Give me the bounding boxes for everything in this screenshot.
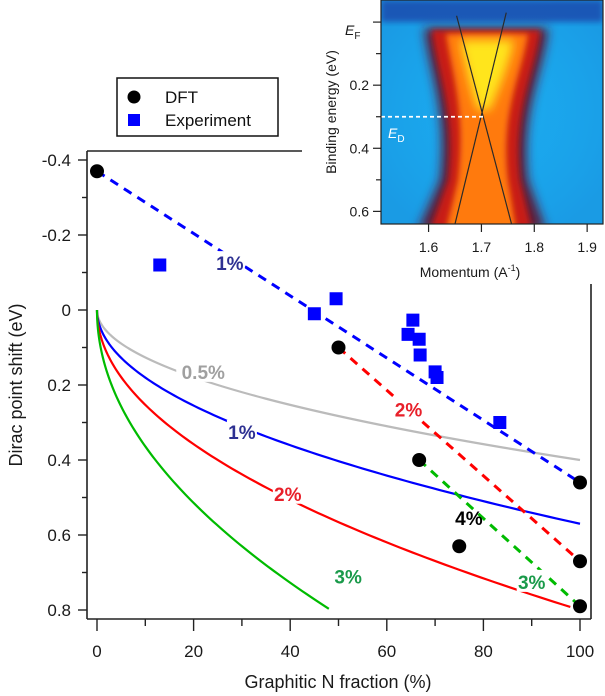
experiment-point <box>493 416 507 429</box>
y-tick-label: -0.2 <box>42 226 71 245</box>
dft-point <box>573 475 587 490</box>
inset-y-tick-label: 0.6 <box>350 203 370 219</box>
dft-point <box>573 554 587 569</box>
curve-2-model <box>95 309 571 609</box>
inset-x-tick-label: 1.8 <box>525 239 545 255</box>
x-tick-label: 80 <box>474 642 493 661</box>
legend-box <box>116 77 279 137</box>
y-tick-label: -0.4 <box>42 151 71 170</box>
inset-heatmap <box>381 0 603 224</box>
x-tick-label: 20 <box>184 642 203 661</box>
x-tick-label: 60 <box>377 642 396 661</box>
legend-dft-label: DFT <box>165 88 198 107</box>
experiment-point <box>329 292 343 306</box>
experiment-point <box>430 371 444 384</box>
inset-x-tick-label: 1.6 <box>419 239 439 255</box>
dft-point <box>573 599 587 614</box>
dashed-3-dft-trend <box>418 458 582 608</box>
y-tick-label: 0.4 <box>47 451 71 470</box>
experiment-point <box>413 348 427 362</box>
y-tick-label: 0.8 <box>47 601 71 620</box>
annotation-knockout <box>393 397 424 420</box>
x-tick-label: 100 <box>566 642 594 661</box>
annotation-knockout <box>272 481 303 504</box>
inset-x-axis-title: Momentum (A-1) <box>420 263 521 280</box>
experiment-point <box>401 327 415 341</box>
annotation-label: 3% <box>334 567 362 588</box>
legend: DFT Experiment <box>116 77 279 137</box>
x-tick-label: 0 <box>92 642 101 661</box>
inset-x-tick-label: 1.9 <box>577 239 597 255</box>
x-tick-label: 40 <box>281 642 300 661</box>
annotation-label: 3% <box>518 573 546 594</box>
model-curves <box>95 309 581 610</box>
y-axis-title: Dirac point shift (eV) <box>6 303 26 466</box>
main-axes: -0.4 -0.2 0 0.2 0.4 0.6 0.8 0 20 40 60 80 100 <box>42 150 594 661</box>
experiment-point <box>406 313 420 327</box>
legend-experiment-label: Experiment <box>165 111 251 130</box>
inset-ef-label: EF <box>345 22 360 42</box>
annotation-label: 0.5% <box>182 363 225 384</box>
annotation-knockout <box>333 564 364 587</box>
curve-0-5-model <box>95 309 581 462</box>
y-tick-label: 0.6 <box>47 526 71 545</box>
annotation-label: 4% <box>455 509 483 530</box>
inset-y-tick-label: 0.4 <box>350 140 370 156</box>
dft-trend-lines <box>96 169 582 608</box>
experiment-point <box>412 332 426 346</box>
y-tick-label: 0.2 <box>47 376 71 395</box>
inset-overlay <box>381 12 513 225</box>
inset-y-tick-label: 0.2 <box>350 77 370 93</box>
annotations: 1% 2% 3% 4% 0.5% 1% 2% 3% <box>176 251 547 594</box>
experiment-point <box>307 307 321 321</box>
curve-1-model <box>95 309 581 525</box>
annotation-knockout <box>516 569 547 592</box>
inset-y-axis-title: Binding energy (eV) <box>323 50 339 174</box>
annotation-label: 2% <box>274 485 302 506</box>
y-tick-label: 0 <box>62 301 71 320</box>
inset-yellow-region <box>460 40 514 110</box>
experiment-point <box>153 258 167 272</box>
dft-point <box>412 453 427 467</box>
annotation-knockout <box>176 359 231 382</box>
annotation-knockout <box>214 251 245 274</box>
annotation-label: 1% <box>216 254 244 275</box>
dft-point <box>452 539 467 554</box>
inset-ed-label: ED <box>388 125 405 145</box>
inset-band-line <box>456 15 513 225</box>
inset-frame <box>380 0 604 225</box>
inset-x-tick-label: 1.7 <box>472 239 492 255</box>
inset-arpes-map: 0.2 0.4 0.6 1.6 1.7 1.8 1.9 Momentum (A-1) Bin… <box>323 0 604 280</box>
x-axis-title: Graphitic N fraction (%) <box>244 672 431 692</box>
legend-experiment-marker <box>128 114 140 126</box>
annotation-knockout <box>226 419 257 442</box>
inset-axes: 0.2 0.4 0.6 1.6 1.7 1.8 1.9 <box>350 21 597 255</box>
dft-point <box>331 340 346 355</box>
legend-dft-marker <box>127 90 141 104</box>
annotation-label: 1% <box>228 423 256 444</box>
inset-band-line <box>454 12 507 225</box>
annotation-label: 2% <box>395 400 423 421</box>
data-points <box>90 164 587 614</box>
curve-3-model <box>95 309 330 610</box>
dashed-2-dft-trend <box>337 346 581 563</box>
dft-point <box>90 164 104 179</box>
